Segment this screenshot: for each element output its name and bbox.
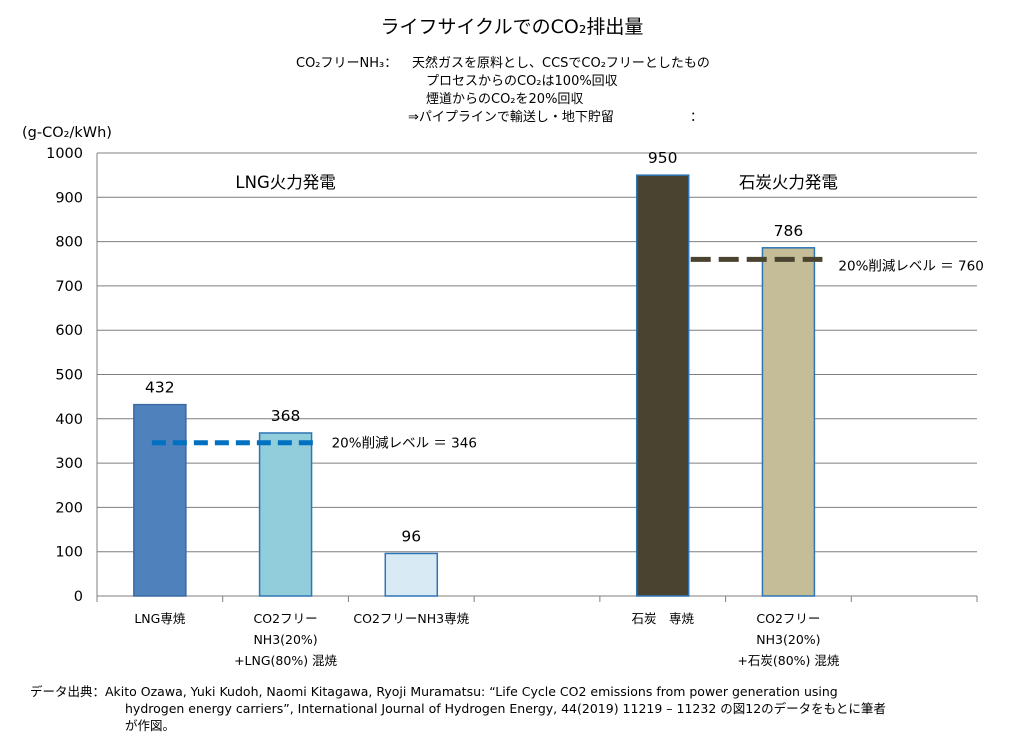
data-source: データ出典：Akito Ozawa, Yuki Kudoh, Naomi Kit… [30,683,990,734]
y-tick-label: 0 [74,589,83,605]
bar-value-label: 950 [648,149,678,167]
y-tick-label: 800 [55,235,83,251]
reference-label-lng: 20%削減レベル ＝ 346 [332,435,477,452]
category-label: +LNG(80%) 混焼 [234,653,337,668]
reference-label-coal: 20%削減レベル ＝ 760 [838,257,983,274]
y-tick-label: 900 [55,190,83,206]
note-line-1: 天然ガスを原料とし、CCSでCO₂フリーとしたもの [412,56,710,71]
y-tick-label: 600 [55,323,83,339]
note-line-4: ⇒パイプラインで輸送し・地下貯留 [408,110,614,125]
source-line-3: が作図。 [125,718,176,733]
group-label-coal: 石炭火力発電 [739,173,838,192]
bar-value-label: 432 [145,379,175,397]
note-line-3: 煙道からのCO₂を20%回収 [426,92,584,107]
note-line-2: プロセスからのCO₂は100%回収 [426,74,618,89]
y-tick-label: 500 [55,368,83,384]
note-line-4-tail: ： [690,110,704,125]
group-label-lng: LNG火力発電 [235,173,335,192]
category-label: CO2フリー [254,611,318,626]
bar [258,432,313,597]
y-axis-label: (g-CO₂/kWh) [22,125,112,141]
source-line-1: データ出典：Akito Ozawa, Yuki Kudoh, Naomi Kit… [30,684,838,699]
category-label: CO2フリー [756,611,820,626]
chart-title: ライフサイクルでのCO₂排出量 [380,16,644,38]
category-label: LNG専焼 [134,611,186,626]
y-tick-label: 400 [55,412,83,428]
bar-value-label: 786 [774,222,804,240]
y-tick-label: 200 [55,500,83,516]
bar [635,174,690,597]
bar-value-label: 96 [401,527,421,545]
category-label: +石炭(80%) 混焼 [737,653,839,668]
note-label: CO₂フリーNH₃： [296,56,398,71]
bar [761,247,816,597]
bar [133,403,187,597]
bar [384,552,439,597]
category-label: NH3(20%) [756,632,820,647]
y-tick-label: 100 [55,545,83,561]
category-label: CO2フリーNH3専焼 [353,611,469,626]
source-line-2: hydrogen energy carriers”, International… [125,701,886,716]
bar-value-label: 368 [271,407,301,425]
y-tick-label: 700 [55,279,83,295]
y-tick-label: 1000 [46,146,83,162]
category-label: 石炭 専焼 [631,611,694,626]
y-tick-label: 300 [55,456,83,472]
category-label: NH3(20%) [253,632,317,647]
